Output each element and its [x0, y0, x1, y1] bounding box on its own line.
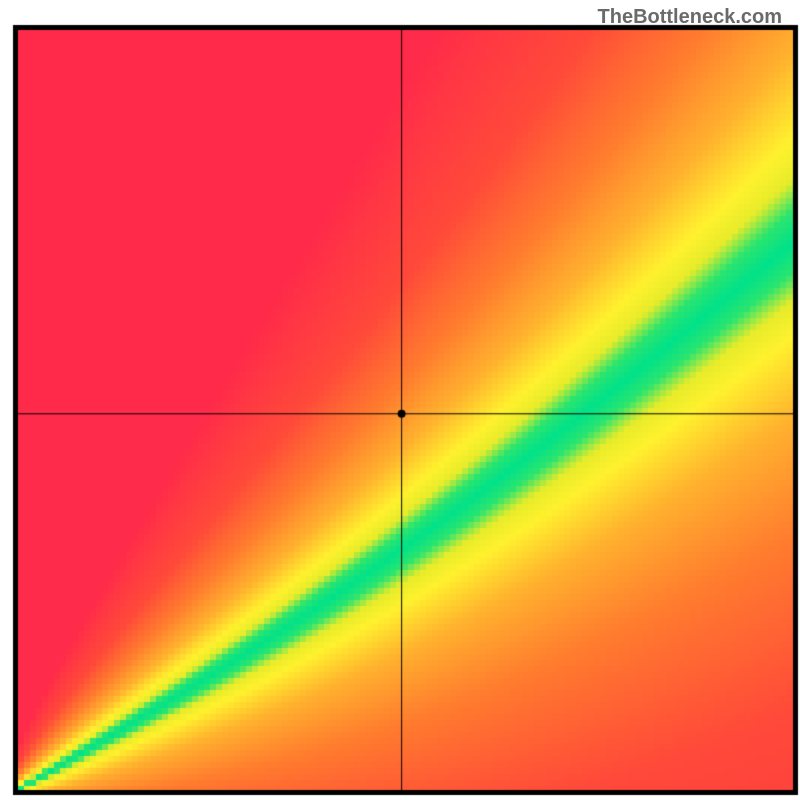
heatmap-canvas — [0, 0, 800, 800]
watermark-text: TheBottleneck.com — [598, 6, 782, 29]
chart-container: TheBottleneck.com — [0, 0, 800, 800]
